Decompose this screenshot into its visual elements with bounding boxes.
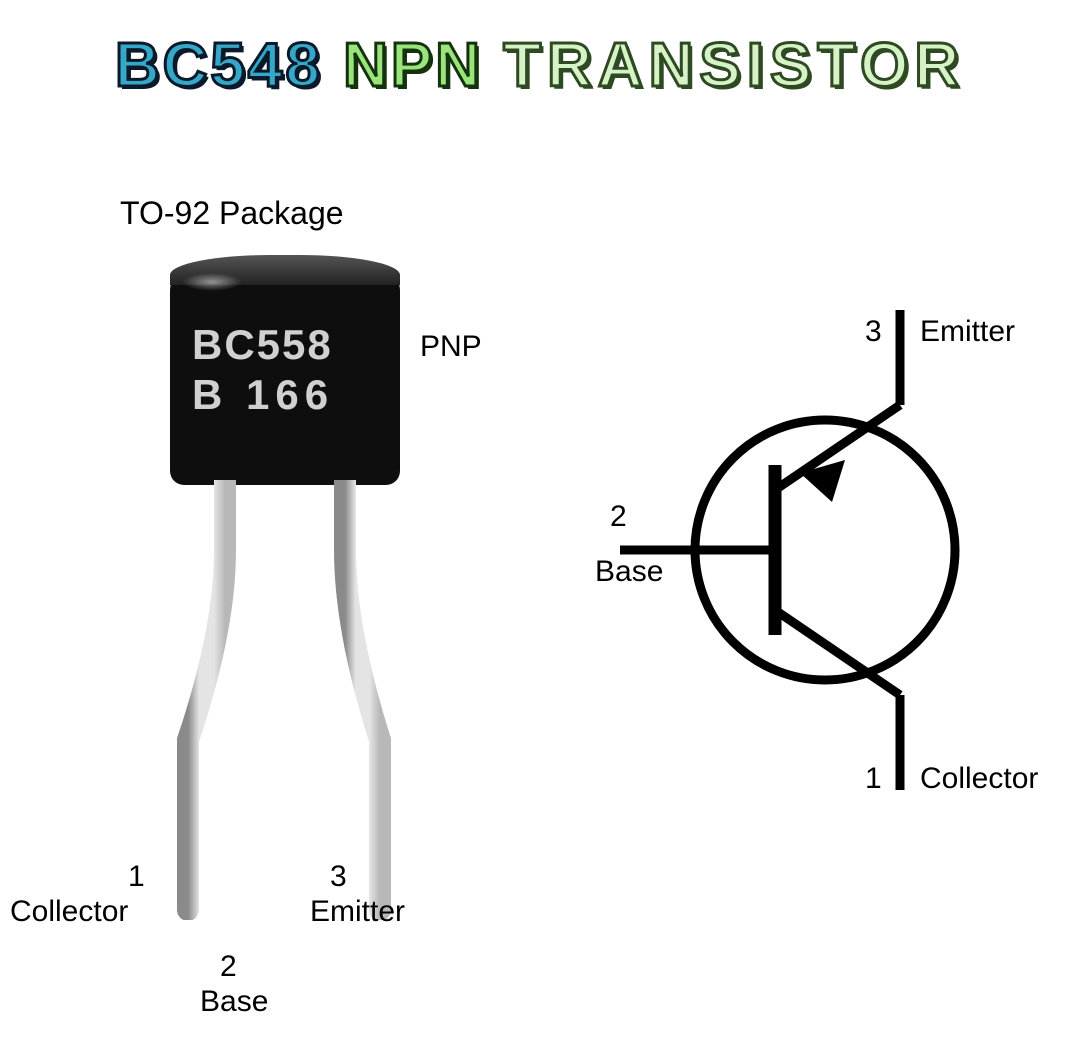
page: BC548 NPN TRANSISTOR TO-92 Package PNP B…	[0, 0, 1080, 1047]
pin1-num: 1	[128, 860, 145, 894]
sch-collector-name: Collector	[920, 762, 1038, 796]
sch-collector-num: 1	[865, 762, 882, 796]
title: BC548 NPN TRANSISTOR	[0, 30, 1080, 101]
transistor-body: BC558 B 166	[170, 265, 400, 485]
pin2-name: Base	[200, 985, 268, 1019]
transistor-type-label: PNP	[420, 330, 482, 364]
marking-line1: BC558	[192, 320, 334, 370]
sch-base-num: 2	[610, 500, 627, 534]
pin2-num: 2	[220, 950, 237, 984]
pin3-num: 3	[330, 860, 347, 894]
sch-base-name: Base	[595, 555, 663, 589]
title-part-number: BC548	[115, 31, 323, 100]
lead-1	[188, 480, 225, 910]
pin1-name: Collector	[10, 895, 128, 929]
body-highlight	[182, 273, 242, 291]
schematic-symbol: 3 Emitter 2 Base 1 Collector	[610, 300, 1040, 800]
lead-3	[345, 480, 380, 910]
pin3-name: Emitter	[310, 895, 405, 929]
schematic-svg	[610, 300, 1040, 800]
title-component: TRANSISTOR	[503, 31, 965, 100]
sch-emitter-num: 3	[865, 315, 882, 349]
sch-emitter-name: Emitter	[920, 315, 1015, 349]
marking-line2: B 166	[192, 370, 334, 420]
title-type: NPN	[343, 31, 483, 100]
package-label: TO-92 Package	[120, 195, 344, 232]
body-marking: BC558 B 166	[192, 320, 334, 421]
transistor-leads	[170, 480, 400, 920]
